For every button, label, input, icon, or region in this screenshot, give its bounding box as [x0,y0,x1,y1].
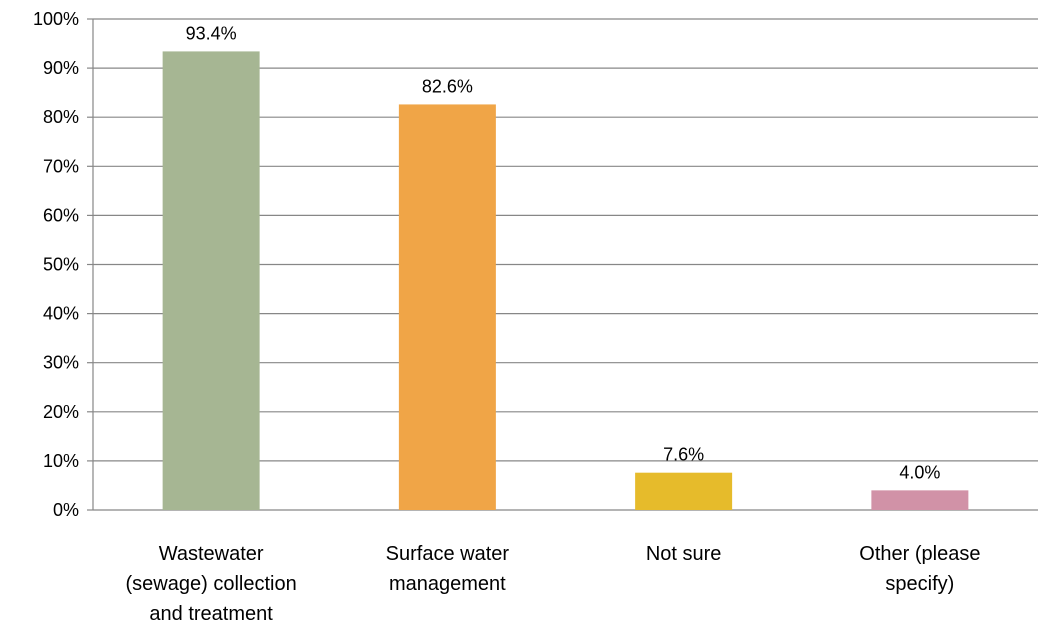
y-tick-label: 70% [43,156,79,176]
bars [162,51,969,511]
y-tick-label: 60% [43,205,79,225]
data-label: 7.6% [663,445,704,465]
y-tick-label: 30% [43,353,79,373]
y-tick-label: 20% [43,402,79,422]
y-tick-label: 50% [43,255,79,275]
data-labels: 93.4% 82.6% 7.6% 4.0% [186,23,941,482]
bar [162,51,260,510]
bar [398,104,496,511]
y-tick-label: 0% [53,500,79,520]
y-tick-label: 90% [43,58,79,78]
y-tick-label: 80% [43,107,79,127]
data-label: 82.6% [422,76,473,96]
data-label: 4.0% [899,462,940,482]
category-labels: Wastewater (sewage) collection and treatme… [126,543,981,625]
category-label: Not sure [646,543,722,565]
category-label: Other (please specify) [859,543,980,595]
y-tick-label: 10% [43,451,79,471]
y-tick-label: 100% [33,9,79,29]
y-axis-tick-labels: 0% 10% 20% 30% 40% 50% 60% 70% 80% 90% 100% [33,9,79,520]
y-tick-label: 40% [43,304,79,324]
category-label: Surface water management [386,543,510,595]
bar [871,490,969,510]
category-label: Wastewater (sewage) collection and treatme… [126,543,297,625]
bar [635,472,733,510]
data-label: 93.4% [186,23,237,43]
